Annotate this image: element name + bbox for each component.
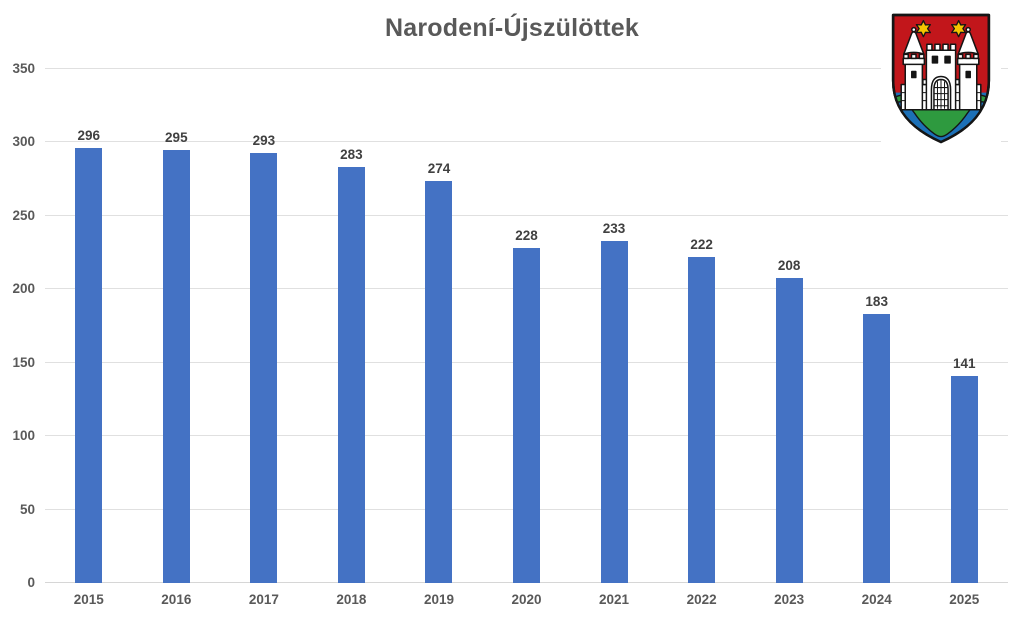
data-label-2019: 274 [427,160,451,176]
bar-slot-2021: 233 [570,69,658,583]
bar-slot-2017: 293 [220,69,308,583]
bar-slot-2024: 183 [833,69,921,583]
bar-2025 [950,375,978,583]
y-axis-labels: 0 50 100 150 200 250 300 350 [0,61,35,590]
bar-2017 [250,152,278,583]
y-tick-label-0: 0 [27,575,35,590]
x-tick-label-2016: 2016 [161,592,192,607]
data-label-2015: 296 [77,128,101,144]
x-tick-label-2015: 2015 [73,592,104,607]
y-tick-label-350: 350 [12,61,35,76]
bar-slot-2018: 283 [308,69,396,583]
data-label-2020: 228 [515,228,538,244]
plot-area: 296 295 293 283 274 228 233 222 208 183 141 [45,68,1008,583]
bar-slot-2016: 295 [133,69,221,583]
x-tick-label-2020: 2020 [511,592,542,607]
data-label-2023: 208 [777,257,801,273]
gridline-300 [45,141,1008,143]
x-tick-label-2024: 2024 [861,592,892,607]
x-tick-label-2022: 2022 [686,592,717,607]
x-tick-label-2025: 2025 [949,592,980,607]
x-tick-label-2017: 2017 [248,592,279,607]
bar-slot-2019: 274 [395,69,483,583]
city-coat-of-arms [881,8,1001,150]
coat-of-arms-graphic [891,13,991,144]
x-tick-label-2021: 2021 [599,592,630,607]
bar-2015 [75,148,103,583]
data-label-2017: 293 [252,132,276,148]
data-label-2024: 183 [865,294,888,310]
bar-2018 [337,167,365,583]
x-axis-labels: 2015 2016 2017 2018 2019 2020 2021 2022 2023 2024… [45,592,1008,607]
bar-2020 [513,248,540,583]
y-tick-label-250: 250 [12,207,35,223]
y-tick-label-100: 100 [12,428,35,444]
bar-slot-2025: 141 [920,69,1008,583]
bar-slot-2015: 296 [45,69,133,583]
y-tick-label-200: 200 [12,281,35,297]
bar-2019 [425,180,453,583]
x-tick-label-2018: 2018 [336,592,367,607]
data-label-2018: 283 [340,147,363,163]
gridline-350 [45,68,1008,69]
x-tick-label-2023: 2023 [774,592,805,607]
bar-2022 [688,256,716,583]
bar-slot-2020: 228 [483,69,571,583]
bar-slot-2022: 222 [658,69,746,583]
bar-series: 296 295 293 283 274 228 233 222 208 183 141 [45,69,1008,583]
chart-title: Narodení-Újszülöttek [384,14,640,42]
data-label-2016: 295 [165,129,188,145]
bar-2021 [600,240,628,583]
y-tick-label-150: 150 [12,354,35,370]
x-tick-label-2019: 2019 [423,592,454,607]
bar-2024 [863,314,891,583]
bar-2023 [775,277,803,583]
data-label-2025: 141 [952,355,976,371]
bar-2016 [162,149,190,583]
data-label-2021: 233 [602,220,626,236]
y-tick-label-50: 50 [19,501,35,517]
y-tick-label-300: 300 [12,134,35,150]
data-label-2022: 222 [690,236,713,252]
bar-slot-2023: 208 [745,69,833,583]
gridline-250 [45,214,1008,216]
